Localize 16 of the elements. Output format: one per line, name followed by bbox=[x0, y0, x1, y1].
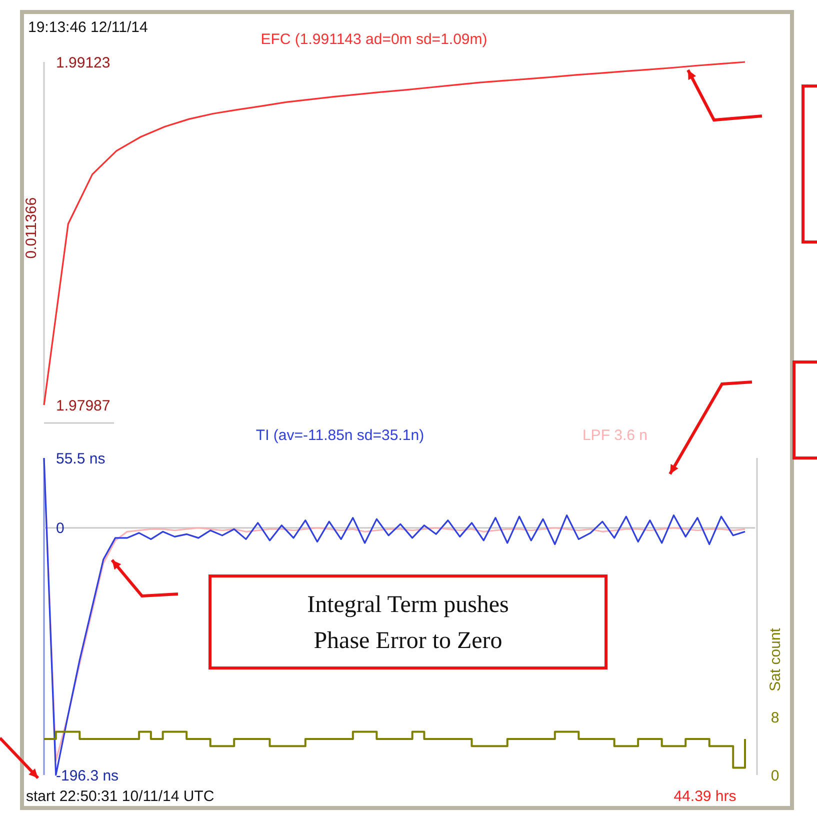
annotation: 0.011366 bbox=[23, 197, 40, 259]
y-tick-label: 1.97987 bbox=[56, 397, 110, 414]
y-tick-label: 0 bbox=[56, 520, 64, 538]
y2-tick-label: 8 bbox=[770, 710, 780, 727]
y-tick-label: 1.99123 bbox=[56, 54, 110, 72]
text: LPF 3.6 n bbox=[582, 427, 648, 444]
annotation: Integral Term pushes Phase Error to Zero bbox=[307, 592, 509, 654]
text: 44.39 hrs bbox=[674, 788, 736, 805]
y2-tick-label: 0 bbox=[770, 767, 780, 784]
text: TI (av=-11.85n sd=35.1n) bbox=[256, 427, 424, 444]
y2-axis-title: Sat count bbox=[767, 627, 784, 692]
y-tick-label: 55.5 ns bbox=[56, 450, 106, 468]
y-tick-label: -196.3 ns bbox=[56, 767, 119, 784]
text: EFC (1.991143 ad=0m sd=1.09m) bbox=[260, 31, 488, 48]
text: 19:13:46 12/11/14 bbox=[28, 19, 148, 36]
text: start 22:50:31 10/11/14 UTC bbox=[26, 788, 214, 805]
